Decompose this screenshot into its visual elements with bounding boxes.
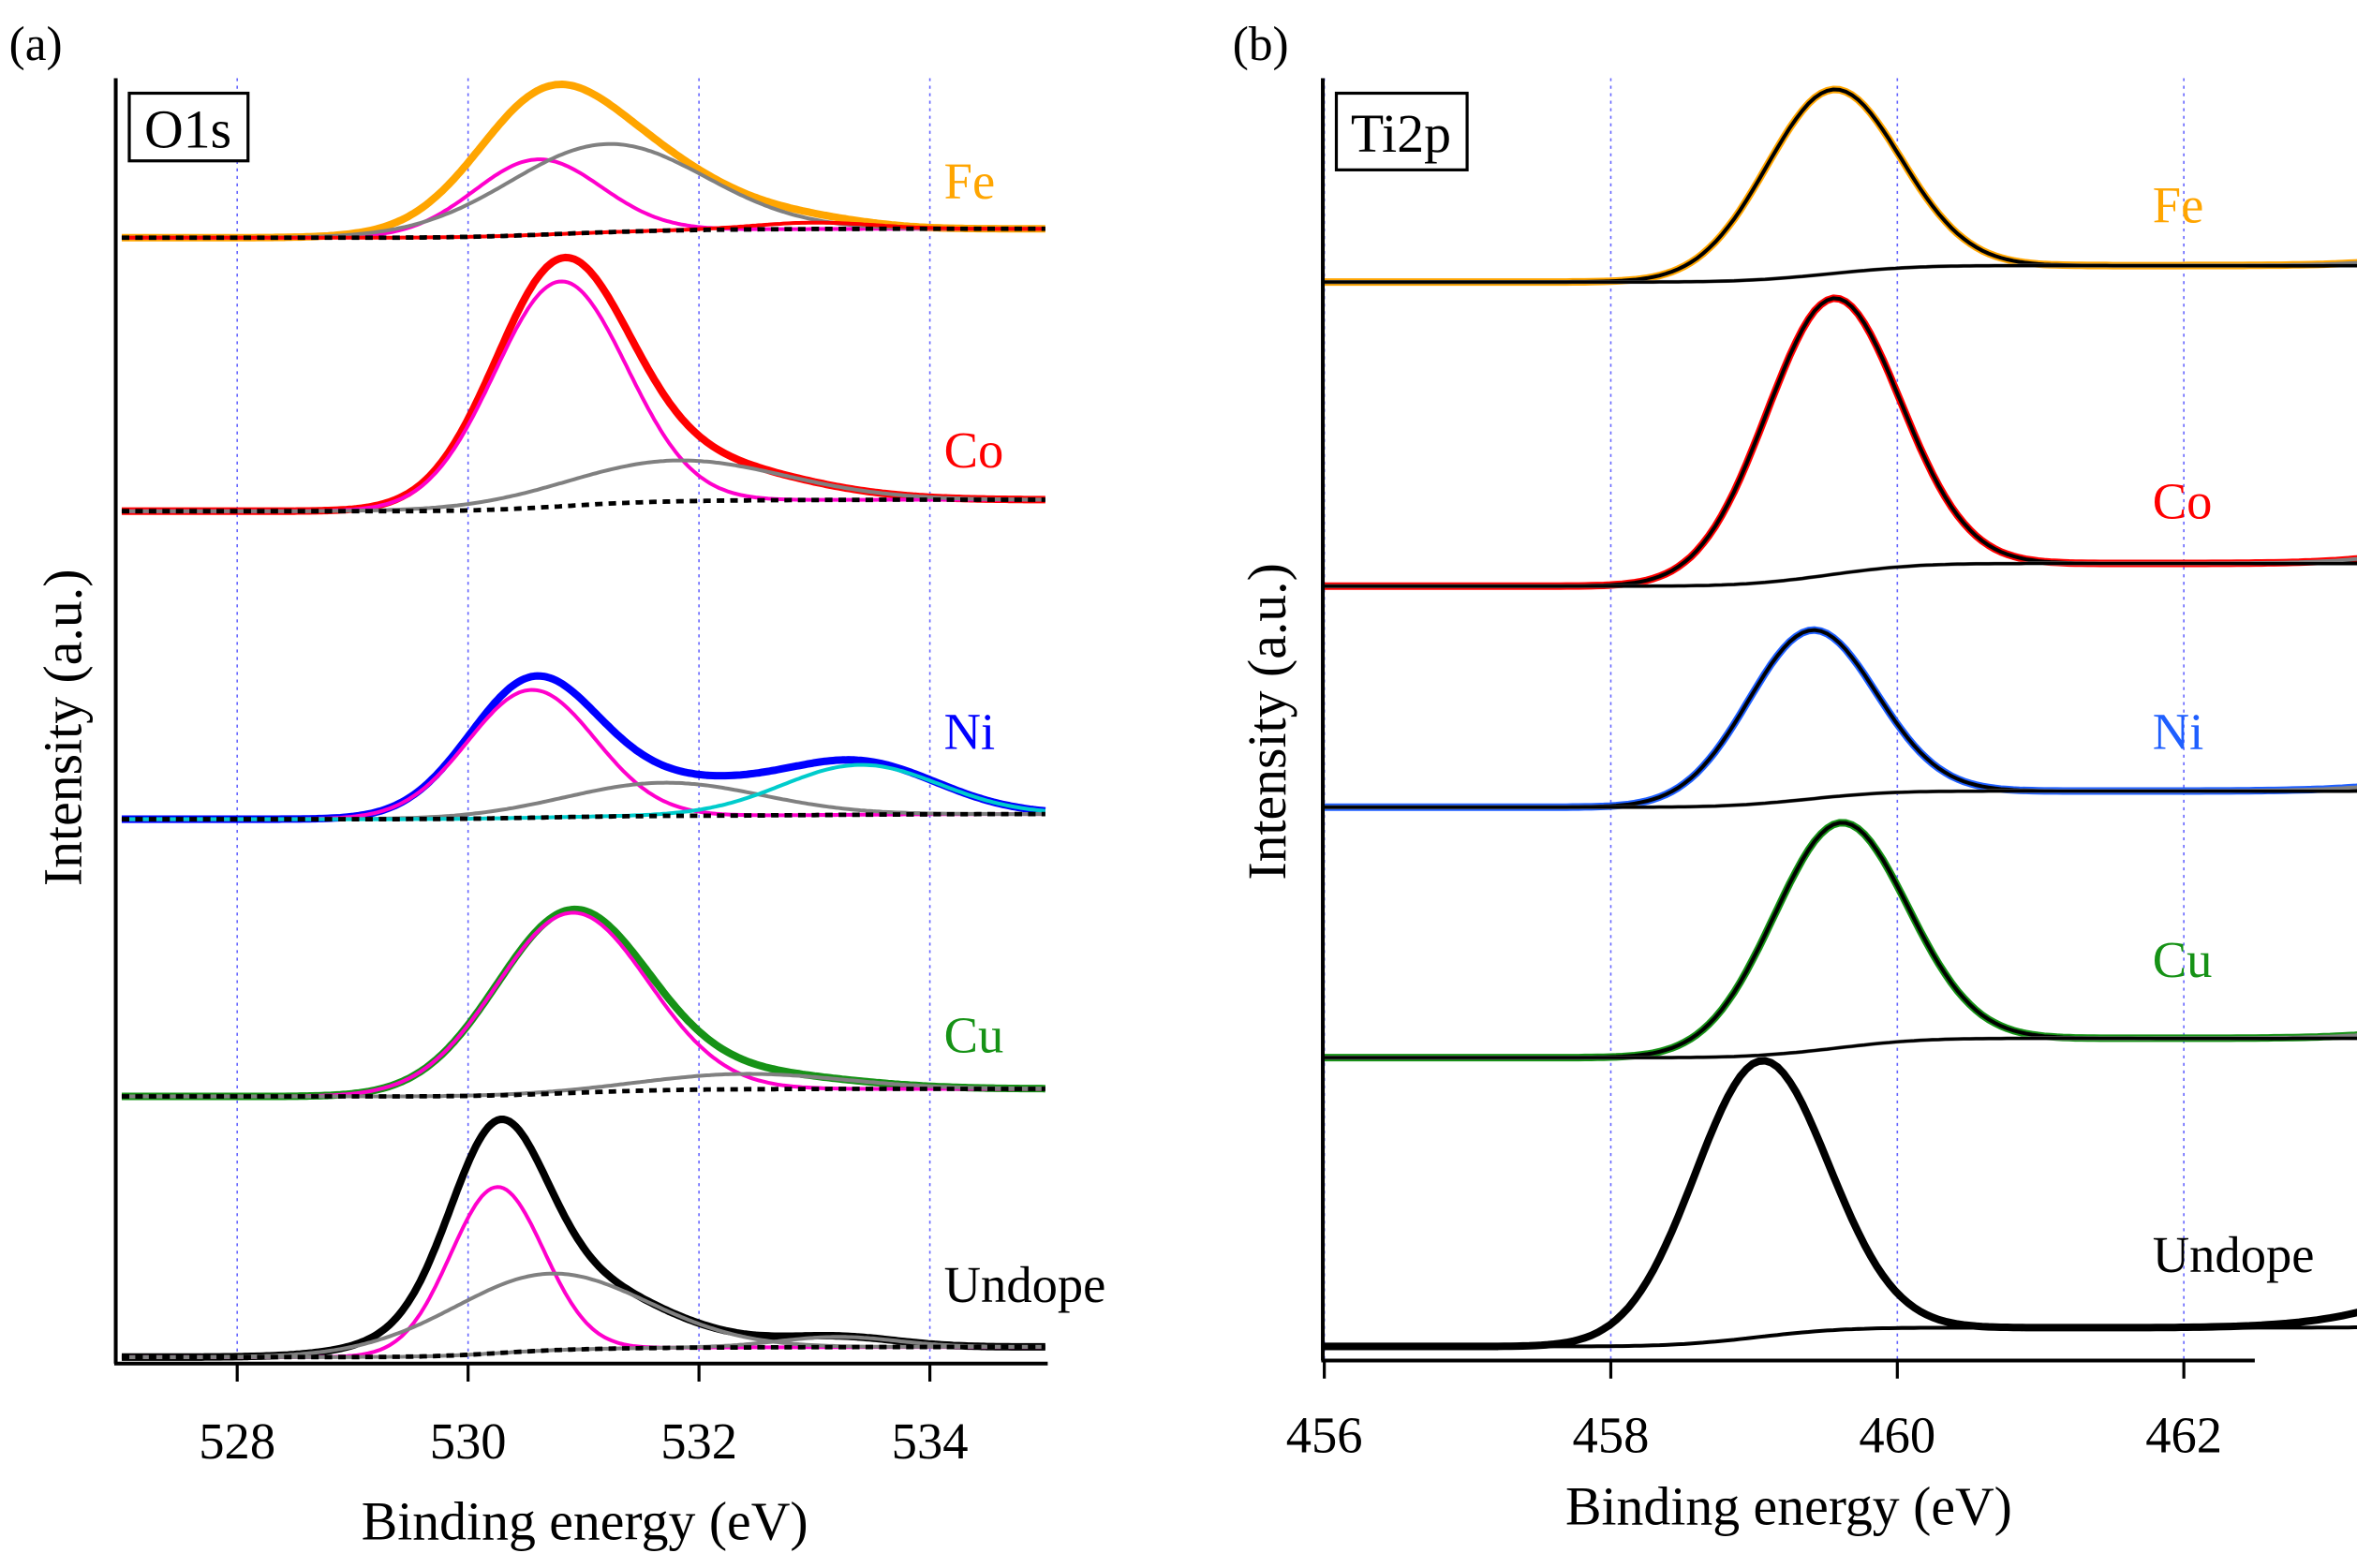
sample-ni: Ni <box>1324 626 2357 811</box>
x-tick-label: 532 <box>660 1413 737 1470</box>
total-spectrum-co <box>1324 294 2357 590</box>
sample-cu: Cu <box>1324 819 2357 1062</box>
fit-component <box>1324 1058 2357 1349</box>
sample-label: Undope <box>2153 1226 2315 1283</box>
sample-undope: Undope <box>1324 1057 2357 1351</box>
background-baseline <box>1324 1036 2357 1059</box>
fit-component <box>121 688 1045 821</box>
background-baseline <box>121 811 1045 821</box>
sample-undope: Undope <box>121 1116 1106 1361</box>
sample-co: Co <box>1324 294 2357 590</box>
x-tick-label: 456 <box>1286 1406 1363 1463</box>
sample-fe: Fe <box>1324 85 2357 287</box>
sample-label: Fe <box>944 153 996 210</box>
background-baseline <box>121 226 1045 241</box>
spectra-a: Fe Co Ni Cu Undope <box>121 81 1106 1361</box>
fit-component <box>121 1185 1045 1359</box>
sample-label: Co <box>944 422 1004 479</box>
sample-label: Co <box>2153 473 2213 530</box>
sample-label: Fe <box>2153 177 2204 234</box>
y-axis-label-a: Intensity (a.u.) <box>35 570 94 887</box>
x-axis-label-a: Binding energy (eV) <box>362 1492 808 1551</box>
sample-co: Co <box>121 253 1046 515</box>
x-ticks-b: 456458460462464466468 <box>1286 1360 2222 1463</box>
sample-label: Cu <box>944 1006 1004 1063</box>
background-baseline <box>1324 561 2357 588</box>
fit-component <box>1324 296 2357 588</box>
sample-ni: Ni <box>121 672 1046 823</box>
x-tick-label: 534 <box>892 1413 969 1470</box>
grid-lines-a <box>236 78 931 1364</box>
background-baseline <box>1324 1325 2357 1349</box>
y-axis-label-b: Intensity (a.u.) <box>1238 563 1297 880</box>
sample-label: Undope <box>944 1256 1106 1313</box>
panel-label-b: (b) <box>1233 18 1289 71</box>
sample-cu: Cu <box>121 905 1046 1101</box>
background-baseline <box>1324 263 2357 284</box>
title-box-a <box>127 91 250 163</box>
background-baseline <box>121 497 1045 514</box>
x-tick-label: 462 <box>2145 1406 2222 1463</box>
sample-fe: Fe <box>121 81 1046 242</box>
panel-a-o1s: (a) Fe Co Ni Cu Undope 528 530 532 534 O1s Bind… <box>9 18 1106 1551</box>
fit-component <box>121 910 1045 1099</box>
panel-title-b: Ti2p <box>1351 105 1451 164</box>
total-spectrum-cu <box>121 905 1046 1101</box>
sample-label: Ni <box>944 703 996 760</box>
sample-label: Cu <box>2153 931 2213 988</box>
x-tick-label: 528 <box>199 1413 275 1470</box>
x-axis-label-b: Binding energy (eV) <box>1565 1477 2012 1536</box>
background-baseline <box>121 1087 1045 1099</box>
sample-label: Ni <box>2153 703 2204 760</box>
x-tick-label: 530 <box>430 1413 507 1470</box>
background-baseline <box>121 1344 1045 1360</box>
total-spectrum-undope <box>1324 1057 2357 1351</box>
panel-label-a: (a) <box>9 18 63 71</box>
title-box-b <box>1334 91 1469 171</box>
background-baseline <box>1324 789 2357 809</box>
x-tick-label: 458 <box>1573 1406 1650 1463</box>
spectra-b: Fe Co Ni Cu Undope <box>1324 85 2357 1351</box>
x-ticks-a: 528 530 532 534 <box>199 1363 969 1470</box>
x-tick-label: 460 <box>1859 1406 1935 1463</box>
total-spectrum-ni <box>121 672 1046 823</box>
panel-title-a: O1s <box>144 100 231 159</box>
total-spectrum-fe <box>121 81 1046 242</box>
